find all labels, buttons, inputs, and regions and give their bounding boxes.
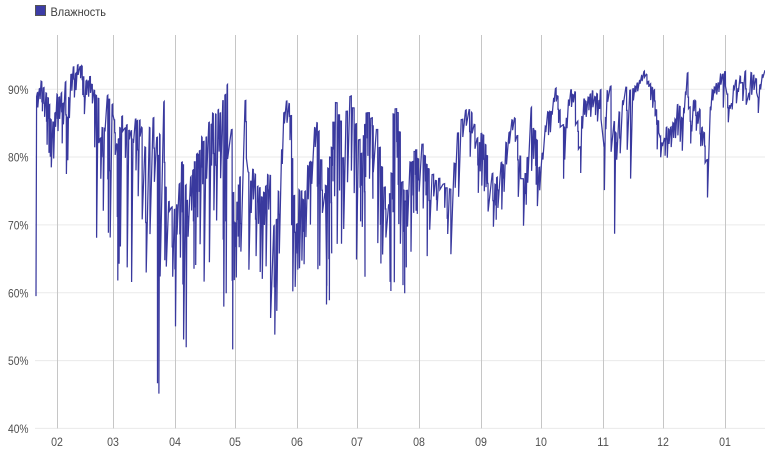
svg-text:90%: 90% bbox=[8, 85, 29, 97]
svg-text:09: 09 bbox=[475, 437, 487, 449]
svg-text:01: 01 bbox=[719, 437, 731, 449]
svg-text:05: 05 bbox=[229, 437, 241, 449]
svg-text:60%: 60% bbox=[8, 288, 29, 300]
svg-text:06: 06 bbox=[291, 437, 303, 449]
svg-text:07: 07 bbox=[351, 437, 363, 449]
svg-text:02: 02 bbox=[51, 437, 63, 449]
svg-text:03: 03 bbox=[107, 437, 119, 449]
svg-text:40%: 40% bbox=[8, 424, 29, 436]
svg-text:04: 04 bbox=[169, 437, 181, 449]
svg-text:80%: 80% bbox=[8, 153, 29, 165]
svg-text:50%: 50% bbox=[8, 356, 29, 368]
svg-text:10: 10 bbox=[535, 437, 547, 449]
svg-text:11: 11 bbox=[597, 437, 609, 449]
svg-text:Влажность: Влажность bbox=[51, 5, 107, 19]
svg-text:12: 12 bbox=[657, 437, 669, 449]
svg-text:70%: 70% bbox=[8, 221, 29, 233]
svg-text:08: 08 bbox=[413, 437, 425, 449]
